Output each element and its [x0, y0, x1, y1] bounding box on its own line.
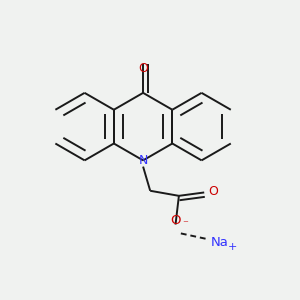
Text: +: +: [228, 242, 237, 252]
Text: ⁻: ⁻: [183, 219, 188, 229]
Text: Na: Na: [211, 236, 229, 249]
Text: O: O: [138, 62, 148, 75]
Text: O: O: [208, 185, 218, 198]
Text: O: O: [170, 214, 181, 227]
Text: N: N: [138, 154, 148, 167]
